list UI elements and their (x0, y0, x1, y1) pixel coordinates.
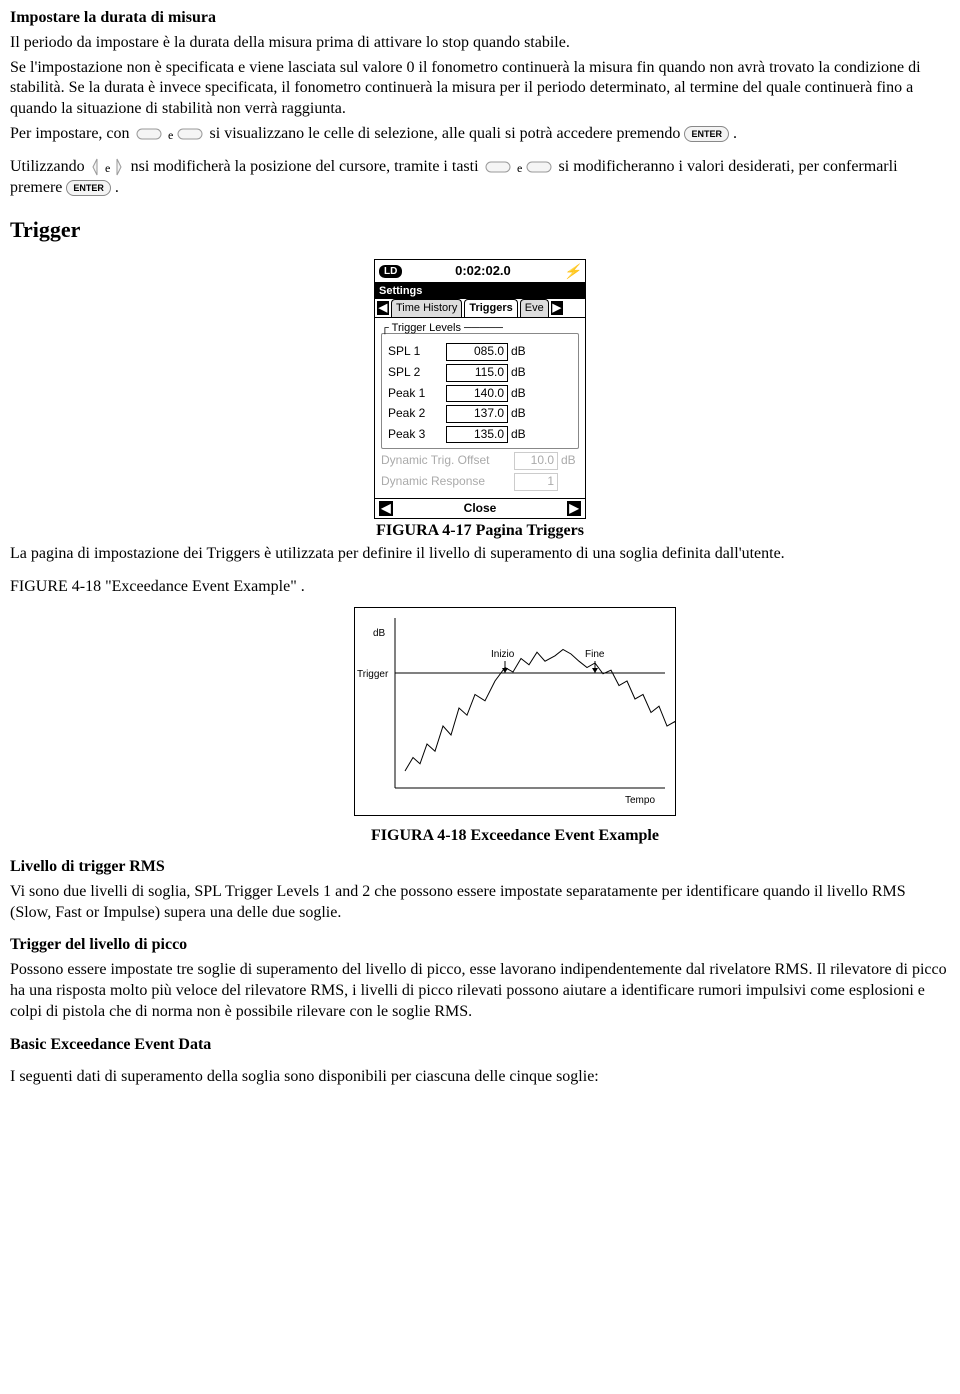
left-right-arrow-keys-icon: e (136, 125, 204, 143)
close-button[interactable]: Close (464, 501, 497, 517)
svg-text:Inizio: Inizio (491, 649, 515, 660)
paragraph: Vi sono due livelli di soglia, SPL Trigg… (10, 882, 950, 924)
value-field[interactable]: 085.0 (446, 343, 508, 361)
fieldset-label: ┌ Trigger Levels ───── (381, 322, 503, 334)
device-tabs: ◀ Time History Triggers Eve ▶ (375, 299, 585, 317)
tab-events[interactable]: Eve (520, 299, 549, 316)
trigger-row: Peak 1140.0dB (388, 385, 572, 403)
paragraph: Il periodo da impostare è la durata dell… (10, 33, 950, 54)
footer-next-icon[interactable]: ▶ (567, 501, 581, 517)
section-heading-trigger: Trigger (10, 216, 950, 245)
text: Utilizzando (10, 158, 89, 175)
text: nsi modificherà la posizione del cursore… (131, 158, 483, 175)
text: . (733, 125, 737, 142)
label: Peak 3 (388, 427, 446, 443)
unit: dB (511, 365, 529, 381)
tab-next-icon[interactable]: ▶ (551, 301, 563, 315)
trigger-row: Peak 3135.0dB (388, 426, 572, 444)
enter-key-icon: ENTER (66, 180, 111, 196)
lightning-icon: ⚡ (564, 262, 581, 280)
value-field: 10.0 (514, 452, 558, 470)
value-field[interactable]: 135.0 (446, 426, 508, 444)
label: SPL 1 (388, 344, 446, 360)
exceedance-chart: dB Trigger Inizio Fine Tempo (354, 607, 676, 816)
subheading: Livello di trigger RMS (10, 858, 165, 875)
trigger-row: SPL 1085.0dB (388, 343, 572, 361)
svg-text:Fine: Fine (585, 649, 605, 660)
svg-text:e: e (517, 161, 522, 175)
text: si visualizzano le celle di selezione, a… (210, 125, 685, 142)
tab-triggers[interactable]: Triggers (464, 299, 517, 316)
value-field[interactable]: 140.0 (446, 385, 508, 403)
unit: dB (511, 427, 529, 443)
label: Dynamic Trig. Offset (381, 453, 514, 469)
footer-prev-icon[interactable]: ◀ (379, 501, 393, 517)
figure-caption: FIGURA 4-17 Pagina Triggers (10, 521, 950, 542)
device-settings-bar: Settings (375, 283, 585, 299)
row-dynamic-offset: Dynamic Trig. Offset 10.0 dB (381, 452, 579, 470)
unit: dB (511, 406, 529, 422)
label: Peak 1 (388, 386, 446, 402)
subheading: Trigger del livello di picco (10, 936, 187, 953)
svg-text:e: e (168, 128, 173, 142)
paragraph: La pagina di impostazione dei Triggers è… (10, 544, 950, 565)
paragraph: Se l'impostazione non è specificata e vi… (10, 58, 950, 120)
row-dynamic-response: Dynamic Response 1 (381, 473, 579, 491)
enter-key-icon: ENTER (684, 126, 729, 142)
trigger-levels-fieldset: SPL 1085.0dBSPL 2115.0dBPeak 1140.0dBPea… (381, 333, 579, 449)
paragraph-inline-keys: Utilizzando e nsi modificherà la posizio… (10, 157, 950, 199)
paragraph: I seguenti dati di superamento della sog… (10, 1067, 950, 1088)
device-screenshot: LD 0:02:02.0 ⚡ Settings ◀ Time History T… (374, 259, 586, 519)
label: SPL 2 (388, 365, 446, 381)
label: Peak 2 (388, 406, 446, 422)
svg-text:Tempo: Tempo (625, 795, 655, 806)
value-field: 1 (514, 473, 558, 491)
trigger-row: SPL 2115.0dB (388, 364, 572, 382)
paragraph: FIGURE 4-18 "Exceedance Event Example" . (10, 577, 950, 598)
svg-text:dB: dB (373, 628, 386, 639)
tab-prev-icon[interactable]: ◀ (377, 301, 389, 315)
subheading: Basic Exceedance Event Data (10, 1036, 211, 1053)
device-logo: LD (379, 265, 402, 278)
paragraph: Possono essere impostate tre soglie di s… (10, 960, 950, 1022)
figure-caption: FIGURA 4-18 Exceedance Event Example (80, 826, 950, 847)
unit: dB (561, 453, 579, 469)
paragraph-inline-keys: Per impostare, con e si visualizzano le … (10, 124, 950, 145)
value-field[interactable]: 115.0 (446, 364, 508, 382)
label: Dynamic Response (381, 474, 514, 490)
svg-text:e: e (105, 161, 110, 175)
text: . (115, 179, 119, 196)
svg-text:Trigger: Trigger (357, 669, 389, 680)
device-time: 0:02:02.0 (455, 263, 511, 280)
section-heading: Impostare la durata di misura (10, 8, 950, 29)
left-right-arrow-keys-icon: e (485, 158, 553, 176)
up-down-arrow-keys-icon: e (91, 157, 125, 177)
unit: dB (511, 386, 529, 402)
tab-time-history[interactable]: Time History (391, 299, 462, 316)
trigger-row: Peak 2137.0dB (388, 405, 572, 423)
unit: dB (511, 344, 529, 360)
value-field[interactable]: 137.0 (446, 405, 508, 423)
text: Per impostare, con (10, 125, 134, 142)
